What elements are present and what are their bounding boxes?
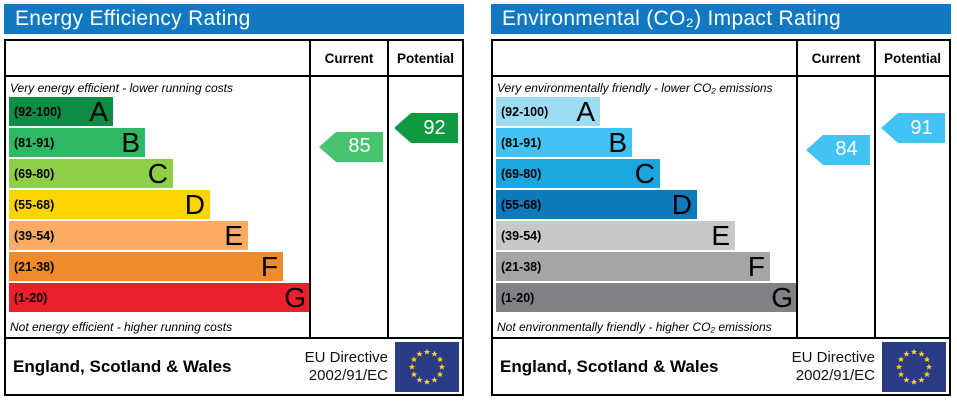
band-row-f: (21-38) F <box>9 252 283 281</box>
band-letter: F <box>747 250 765 282</box>
environmental-potential-column-header: Potential <box>874 41 949 75</box>
energy-potential-cell: 92 <box>387 77 462 337</box>
energy-bottom-note: Not energy efficient - higher running co… <box>10 320 233 334</box>
band-letter: B <box>608 126 627 158</box>
eu-flag-icon <box>882 341 946 392</box>
potential-rating-arrow: 91 <box>881 113 945 143</box>
environmental-current-cell: 84 <box>796 77 874 337</box>
environmental-current-column-header: Current <box>796 41 874 75</box>
region-label: England, Scotland & Wales <box>500 356 719 376</box>
potential-rating-value: 92 <box>411 113 458 143</box>
potential-rating-value: 91 <box>898 113 945 143</box>
current-rating-value: 84 <box>823 134 870 165</box>
band-range: (81-91) <box>14 135 55 150</box>
energy-chart-row: Very energy efficient - lower running co… <box>6 77 462 339</box>
energy-potential-column-header: Potential <box>387 41 462 75</box>
environmental-impact-panel: Environmental (CO₂) Impact Rating Curren… <box>491 4 951 396</box>
environmental-bands: (92-100) A (81-91) B (69-80) C (55-68) D (39… <box>496 97 798 314</box>
energy-panel-title: Energy Efficiency Rating <box>4 4 464 34</box>
energy-header-row: Current Potential <box>6 41 462 77</box>
band-range: (69-80) <box>14 166 55 181</box>
band-letter: A <box>89 95 108 127</box>
band-row-a: (92-100) A <box>496 97 600 126</box>
band-range: (69-80) <box>501 166 542 181</box>
band-letter: D <box>671 188 692 220</box>
band-range: (92-100) <box>501 104 549 119</box>
eu-directive-line2: 2002/91/EC <box>308 366 388 384</box>
band-range: (21-38) <box>14 259 55 274</box>
current-rating-arrow: 84 <box>806 134 870 165</box>
band-letter: A <box>576 95 595 127</box>
energy-current-cell: 85 <box>309 77 387 337</box>
band-range: (1-20) <box>501 290 535 305</box>
band-row-d: (55-68) D <box>496 190 697 219</box>
band-range: (39-54) <box>501 228 542 243</box>
band-letter: G <box>284 281 306 313</box>
band-letter: C <box>147 157 168 189</box>
band-row-b: (81-91) B <box>496 128 632 157</box>
environmental-header-row: Current Potential <box>493 41 949 77</box>
band-range: (55-68) <box>14 197 55 212</box>
environmental-bands-cell: Very environmentally friendly - lower CO… <box>493 77 798 337</box>
band-row-d: (55-68) D <box>9 190 210 219</box>
band-range: (21-38) <box>501 259 542 274</box>
band-row-a: (92-100) A <box>9 97 113 126</box>
region-label: England, Scotland & Wales <box>13 356 232 376</box>
band-letter: D <box>184 188 205 220</box>
band-row-e: (39-54) E <box>9 221 248 250</box>
environmental-panel-title: Environmental (CO₂) Impact Rating <box>491 4 951 34</box>
energy-top-note: Very energy efficient - lower running co… <box>10 81 233 95</box>
eu-directive-line1: EU Directive <box>791 348 875 366</box>
environmental-header-spacer <box>493 41 796 75</box>
environmental-top-note: Very environmentally friendly - lower CO… <box>497 81 773 95</box>
band-row-g: (1-20) G <box>9 283 311 312</box>
eu-directive-line2: 2002/91/EC <box>795 366 875 384</box>
arrow-tip-icon <box>806 134 823 165</box>
environmental-panel-table: Current Potential Very environmentally f… <box>491 39 951 396</box>
band-row-c: (69-80) C <box>496 159 660 188</box>
band-row-f: (21-38) F <box>496 252 770 281</box>
arrow-tip-icon <box>881 113 898 143</box>
current-rating-arrow: 85 <box>319 131 383 162</box>
energy-bands-cell: Very energy efficient - lower running co… <box>6 77 311 337</box>
energy-bands: (92-100) A (81-91) B (69-80) C (55-68) D (39… <box>9 97 311 314</box>
energy-current-column-header: Current <box>309 41 387 75</box>
band-letter: E <box>224 219 243 251</box>
band-row-c: (69-80) C <box>9 159 173 188</box>
band-range: (39-54) <box>14 228 55 243</box>
band-letter: E <box>711 219 730 251</box>
band-letter: G <box>771 281 793 313</box>
environmental-bottom-note: Not environmentally friendly - higher CO… <box>497 320 772 334</box>
current-rating-value: 85 <box>336 131 383 162</box>
arrow-tip-icon <box>394 113 411 143</box>
environmental-chart-row: Very environmentally friendly - lower CO… <box>493 77 949 339</box>
eu-flag-icon <box>395 341 459 392</box>
eu-directive-label: EU Directive 2002/91/EC <box>305 349 388 384</box>
eu-directive-line1: EU Directive <box>304 348 388 366</box>
band-letter: F <box>260 250 278 282</box>
band-range: (92-100) <box>14 104 62 119</box>
arrow-tip-icon <box>319 131 336 162</box>
band-range: (55-68) <box>501 197 542 212</box>
band-row-e: (39-54) E <box>496 221 735 250</box>
environmental-potential-cell: 91 <box>874 77 949 337</box>
energy-header-spacer <box>6 41 309 75</box>
band-range: (1-20) <box>14 290 48 305</box>
band-row-b: (81-91) B <box>9 128 145 157</box>
potential-rating-arrow: 92 <box>394 113 458 143</box>
band-row-g: (1-20) G <box>496 283 798 312</box>
band-range: (81-91) <box>501 135 542 150</box>
band-letter: C <box>634 157 655 189</box>
energy-panel-table: Current Potential Very energy efficient … <box>4 39 464 396</box>
energy-efficiency-panel: Energy Efficiency Rating Current Potenti… <box>4 4 464 396</box>
band-letter: B <box>121 126 140 158</box>
environmental-footer-row: England, Scotland & Wales EU Directive 2… <box>493 339 949 394</box>
energy-footer-row: England, Scotland & Wales EU Directive 2… <box>6 339 462 394</box>
eu-directive-label: EU Directive 2002/91/EC <box>792 349 875 384</box>
